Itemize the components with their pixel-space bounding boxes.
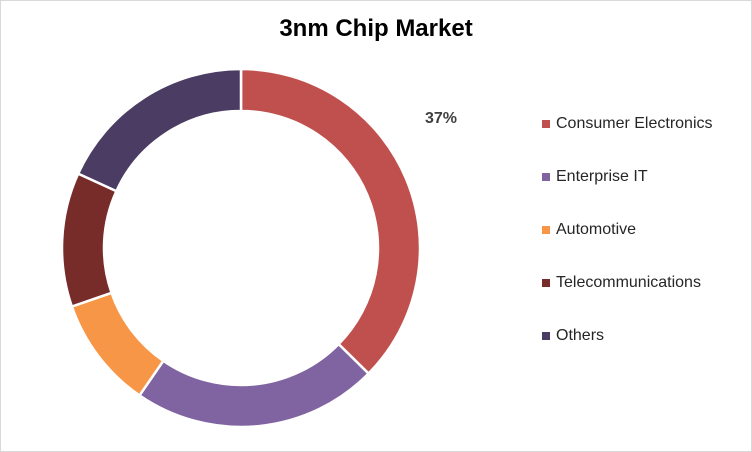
legend-item-telecommunications: Telecommunications <box>542 272 713 294</box>
legend-swatch <box>542 120 550 128</box>
legend-label: Telecommunications <box>556 274 701 291</box>
legend-swatch <box>542 226 550 234</box>
legend-label: Consumer Electronics <box>556 115 713 132</box>
legend-item-consumer-electronics: Consumer Electronics <box>542 113 713 135</box>
legend-label: Others <box>556 327 605 344</box>
legend-label: Enterprise IT <box>556 168 648 185</box>
legend-swatch <box>542 173 550 181</box>
legend-item-others: Others <box>542 325 713 347</box>
legend-label: Automotive <box>556 221 637 238</box>
legend: Consumer Electronics Enterprise IT Automot… <box>542 113 713 378</box>
slice-consumer-electronics <box>239 67 422 376</box>
slice-telecommunications <box>60 171 119 309</box>
data-label-consumer-electronics: 37% <box>425 110 457 127</box>
slice-enterprise-it <box>137 342 371 429</box>
legend-swatch <box>542 332 550 340</box>
legend-swatch <box>542 279 550 287</box>
slice-automotive <box>70 291 166 398</box>
legend-item-automotive: Automotive <box>542 219 713 241</box>
chart-title: 3nm Chip Market <box>279 15 473 42</box>
slice-others <box>76 67 243 193</box>
legend-item-enterprise-it: Enterprise IT <box>542 166 713 188</box>
